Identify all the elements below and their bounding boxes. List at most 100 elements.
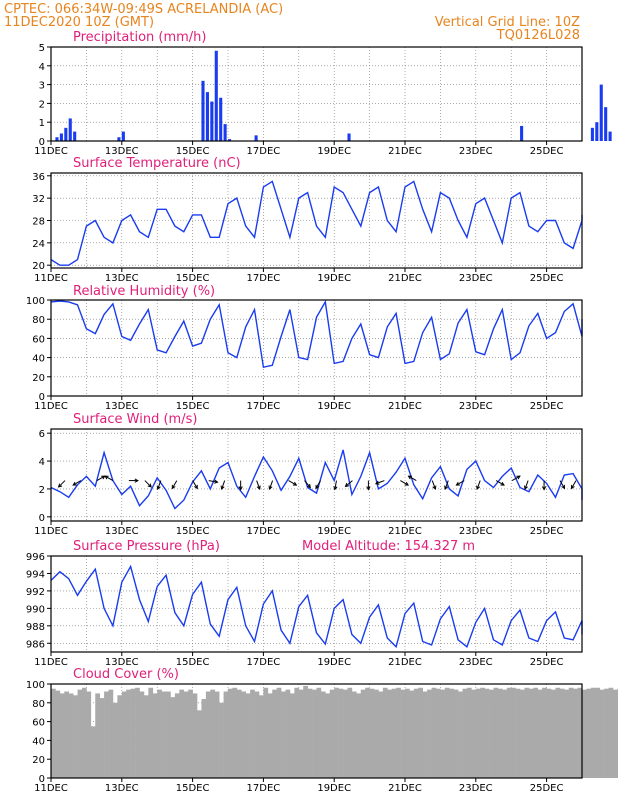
cloud-bar [528, 688, 534, 778]
cloud-bar [254, 691, 260, 778]
cloud-bar [599, 689, 605, 778]
wind-arrow [72, 480, 82, 486]
panel-frame [50, 299, 583, 397]
cloud-bar [440, 689, 446, 778]
cloud-bar [272, 689, 277, 778]
wind-arrow [57, 480, 66, 488]
cloud-bar [205, 691, 211, 778]
cloud-bar [166, 691, 171, 778]
x-tick-label: 23DEC [459, 146, 493, 157]
cloud-bar [586, 688, 592, 778]
x-tick-label: 17DEC [247, 526, 281, 537]
panel-title: Surface Pressure (hPa) [73, 539, 220, 554]
x-tick-label: 23DEC [459, 783, 493, 794]
wind-arrow [315, 480, 321, 490]
cloud-bar [555, 687, 561, 778]
x-tick-label: 17DEC [247, 146, 281, 157]
cloud-bar [161, 691, 167, 778]
cloud-bar [285, 689, 291, 778]
y-tick-label: 40 [32, 736, 45, 747]
y-tick-label: 0 [39, 392, 45, 403]
y-tick-label: 5 [39, 43, 45, 54]
wind-arrow [511, 475, 521, 482]
panel-0: Precipitation (mm/h) 0 1 2 3 4 5 11DEC 13DEC 15DE… [34, 30, 612, 157]
wind-arrow [559, 480, 566, 490]
x-tick-label: 19DEC [317, 783, 351, 794]
cloud-bar [86, 691, 92, 778]
y-tick-label: 988 [26, 622, 45, 633]
y-tick-label: 2 [39, 99, 45, 110]
cloud-bar [524, 687, 530, 778]
y-tick-label: 60 [32, 334, 45, 345]
precip-bar [595, 122, 599, 141]
y-tick-label: 992 [26, 587, 45, 598]
precip-bar [254, 135, 258, 141]
cloud-bar [281, 691, 286, 778]
cloud-bar [135, 687, 140, 778]
y-tick-label: 994 [26, 569, 45, 580]
cloud-bar [192, 693, 198, 778]
x-tick-label: 21DEC [388, 401, 422, 412]
y-tick-label: 6 [39, 429, 45, 440]
precip-bar [590, 127, 594, 141]
precip-bar [59, 133, 63, 141]
cloud-bar [139, 691, 145, 778]
cloud-bar [130, 688, 136, 778]
y-tick-label: 20 [32, 755, 45, 766]
y-tick-label: 100 [26, 680, 45, 691]
wind-arrow [366, 480, 371, 491]
panel-4: Surface Pressure (hPa) 986 988 990 992 994 996… [26, 539, 583, 668]
cloud-bar [542, 687, 547, 778]
cloud-bar [174, 693, 180, 778]
x-tick-label: 25DEC [530, 783, 564, 794]
x-tick-label: 25DEC [530, 273, 564, 284]
x-tick-label: 19DEC [317, 146, 351, 157]
cloud-bar [502, 689, 508, 778]
cloud-bar [382, 687, 388, 778]
x-tick-label: 21DEC [388, 526, 422, 537]
panel-frame [50, 428, 583, 522]
cloud-bar [170, 697, 176, 778]
cloud-bar [320, 691, 326, 778]
cloud-bar [126, 689, 131, 778]
cloud-bar [77, 689, 83, 778]
panel-3: Surface Wind (m/s) 0 2 4 6 11DEC 13DEC 15DEC 17D… [34, 412, 583, 537]
cloud-bar [267, 693, 273, 778]
x-tick-label: 23DEC [459, 657, 493, 668]
wind-arrow [128, 478, 139, 483]
y-tick-label: 28 [32, 217, 45, 228]
series-line [50, 449, 583, 510]
wind-arrow [144, 480, 152, 488]
x-tick-label: 13DEC [105, 146, 139, 157]
x-tick-label: 13DEC [105, 273, 139, 284]
cloud-bar [400, 689, 406, 778]
wind-arrow [541, 480, 547, 491]
x-tick-label: 19DEC [317, 401, 351, 412]
cloud-bar [223, 691, 229, 778]
cloud-bar [413, 688, 419, 778]
cloud-bar [55, 690, 61, 778]
panel-frame [50, 555, 583, 653]
cloud-bar [515, 688, 521, 778]
y-tick-label: 32 [32, 194, 45, 205]
cloud-bar [546, 688, 552, 778]
cloud-bar [422, 691, 428, 778]
cloud-bar [378, 691, 384, 778]
x-tick-label: 21DEC [388, 146, 422, 157]
cloud-bar [533, 687, 539, 778]
cloud-bar [303, 685, 308, 778]
cloud-bar [537, 689, 543, 778]
cloud-bar [73, 695, 78, 778]
x-tick-label: 17DEC [247, 657, 281, 668]
cloud-bar [68, 693, 74, 778]
cloud-bar [214, 691, 220, 778]
precip-bar [223, 124, 227, 141]
wind-arrow [256, 480, 261, 490]
cloud-bar [484, 688, 490, 778]
series-line [50, 180, 583, 266]
wind-arrow [374, 480, 385, 485]
x-tick-label: 11DEC [34, 783, 68, 794]
y-tick-label: 24 [32, 239, 45, 250]
header-datetime: 11DEC2020 10Z (GMT) [4, 15, 154, 30]
